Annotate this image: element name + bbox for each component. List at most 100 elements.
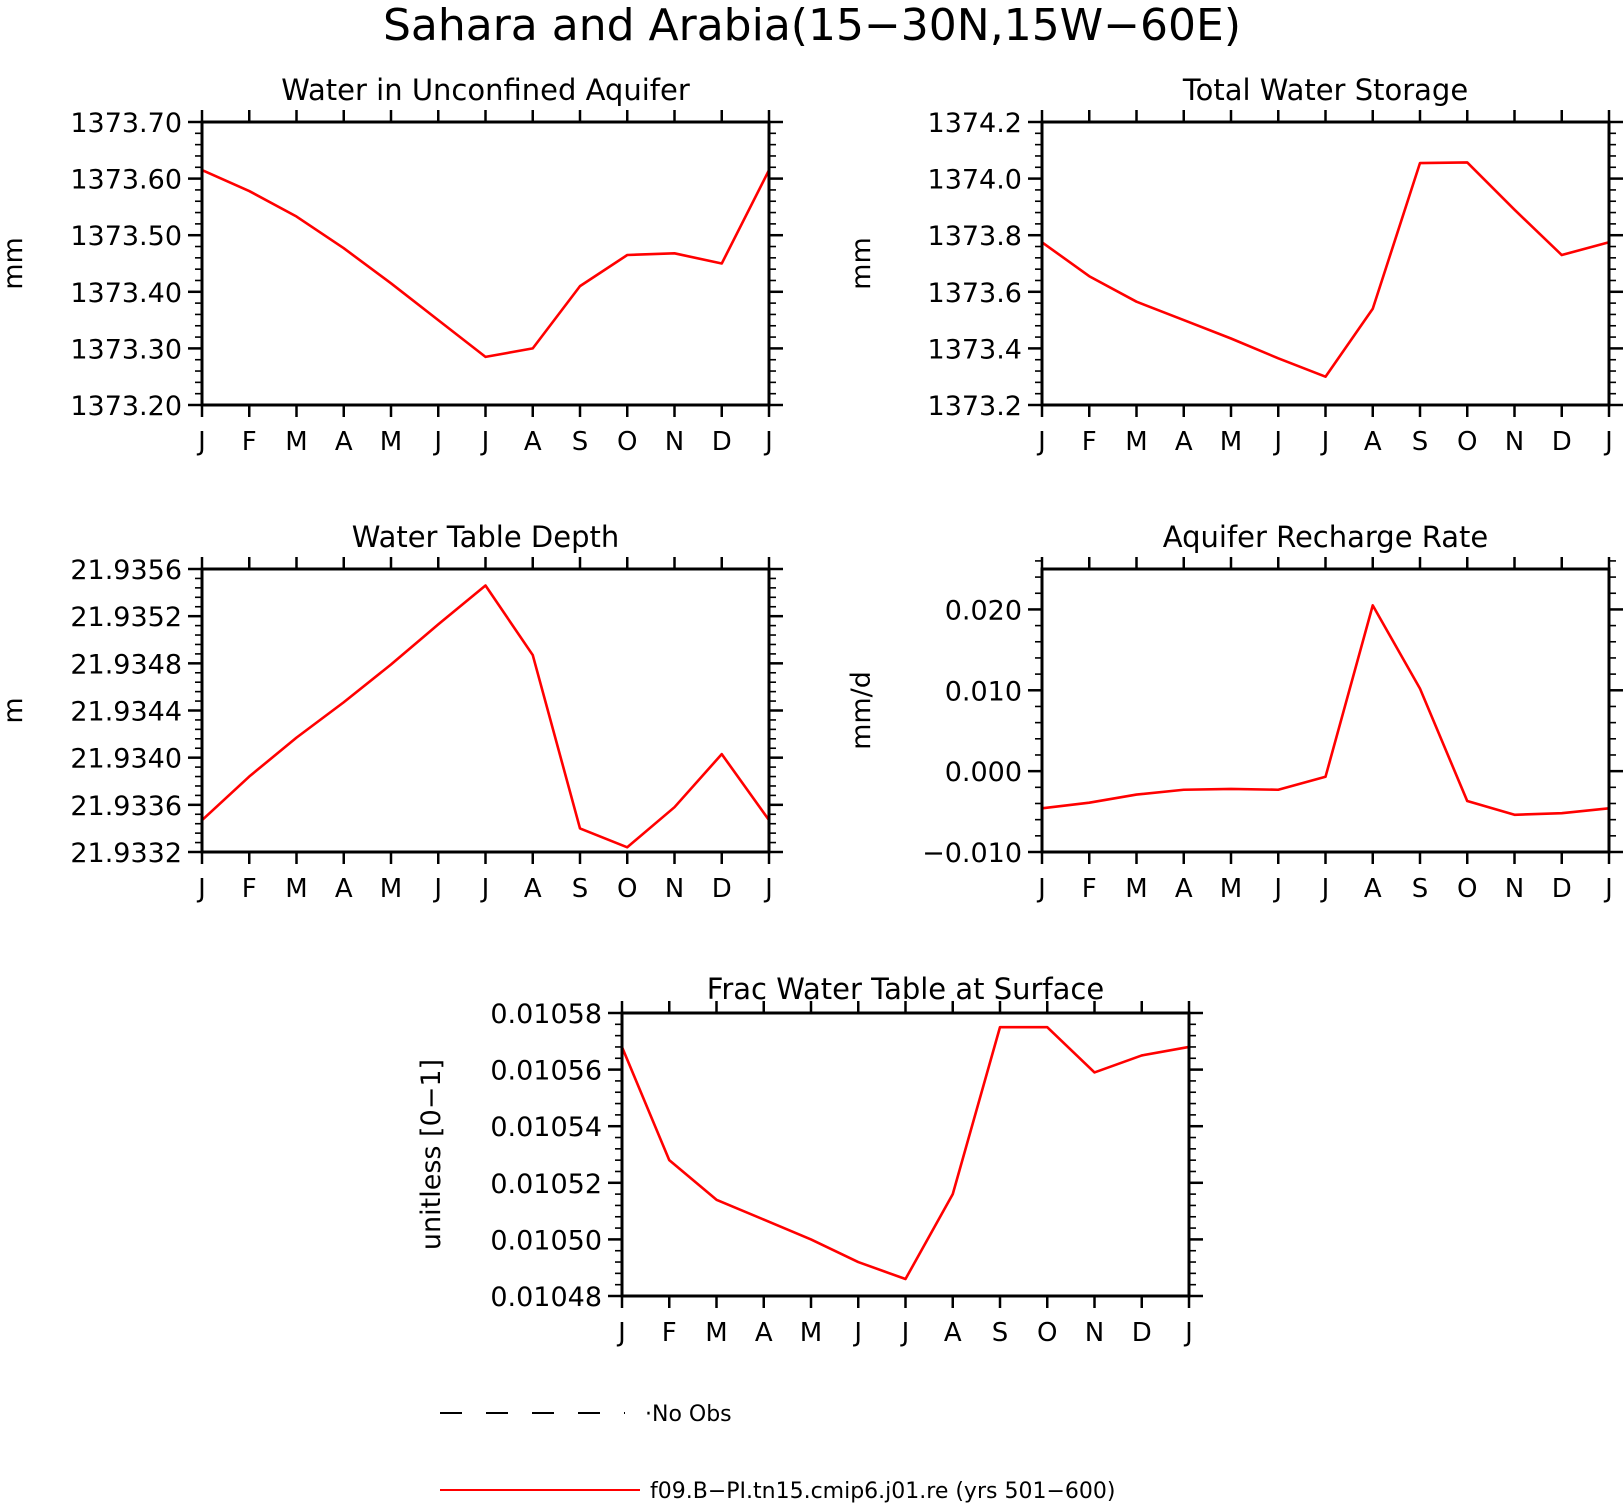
x-tick-label: J bbox=[196, 427, 206, 457]
y-tick-label: 0.01058 bbox=[490, 999, 602, 1030]
legend-obs-label: ·No Obs bbox=[645, 1402, 732, 1427]
x-tick-label: M bbox=[1220, 427, 1242, 457]
x-tick-label: O bbox=[1037, 1318, 1057, 1348]
series-line bbox=[201, 584, 771, 849]
panel-title: Water in Unconfined Aquifer bbox=[281, 73, 690, 107]
panel-title: Frac Water Table at Surface bbox=[707, 972, 1104, 1006]
x-tick-label: F bbox=[1082, 874, 1097, 904]
x-tick-label: J bbox=[1603, 427, 1613, 457]
y-tick-label: 1374.0 bbox=[928, 165, 1022, 196]
y-tick-label: 1373.2 bbox=[928, 391, 1022, 422]
x-tick-label: A bbox=[1175, 427, 1193, 457]
panel-title: Water Table Depth bbox=[352, 520, 620, 554]
y-tick-label: 21.9348 bbox=[70, 649, 182, 680]
y-tick-label: 1374.2 bbox=[928, 108, 1022, 139]
x-tick-label: F bbox=[242, 427, 257, 457]
legend: ·No Obs f09.B−PI.tn15.cmip6.j01.re (yrs … bbox=[440, 1402, 1115, 1503]
x-tick-label: J bbox=[763, 427, 773, 457]
series-line bbox=[620, 1025, 1190, 1281]
x-tick-label: S bbox=[992, 1318, 1009, 1348]
y-tick-label: 1373.20 bbox=[70, 391, 182, 422]
x-tick-label: J bbox=[1183, 1318, 1193, 1348]
x-tick-label: O bbox=[1457, 427, 1477, 457]
x-tick-label: J bbox=[1320, 427, 1330, 457]
y-tick-label: 0.000 bbox=[945, 757, 1022, 788]
x-tick-label: A bbox=[524, 427, 542, 457]
x-tick-label: N bbox=[1505, 874, 1524, 904]
plot-frame bbox=[620, 1011, 1191, 1298]
series-line bbox=[201, 168, 771, 359]
y-tick-label: 1373.4 bbox=[928, 334, 1022, 365]
y-tick-label: 21.9356 bbox=[70, 555, 182, 586]
y-tick-label: 1373.8 bbox=[928, 221, 1022, 252]
x-tick-label: J bbox=[1272, 874, 1282, 904]
x-tick-label: S bbox=[572, 874, 589, 904]
x-tick-label: O bbox=[617, 874, 637, 904]
x-tick-label: J bbox=[1320, 874, 1330, 904]
figure-title: Sahara and Arabia(15−30N,15W−60E) bbox=[383, 0, 1241, 51]
x-tick-label: J bbox=[852, 1318, 862, 1348]
y-tick-label: 1373.40 bbox=[70, 278, 182, 309]
x-tick-label: D bbox=[1132, 1318, 1152, 1348]
y-tick-label: −0.010 bbox=[922, 838, 1022, 869]
x-tick-label: M bbox=[1125, 874, 1147, 904]
y-tick-label: 21.9332 bbox=[70, 838, 182, 869]
y-tick-label: 0.010 bbox=[945, 676, 1022, 707]
y-tick-label: 0.01054 bbox=[490, 1112, 602, 1143]
x-tick-label: D bbox=[1552, 874, 1572, 904]
x-tick-label: M bbox=[1220, 874, 1242, 904]
y-tick-label: 0.01048 bbox=[490, 1282, 602, 1313]
panel-title: Aquifer Recharge Rate bbox=[1163, 520, 1489, 554]
x-tick-label: A bbox=[1364, 427, 1382, 457]
y-tick-label: 21.9336 bbox=[70, 791, 182, 822]
x-tick-label: O bbox=[617, 427, 637, 457]
x-tick-label: D bbox=[712, 874, 732, 904]
x-tick-label: D bbox=[712, 427, 732, 457]
x-tick-label: J bbox=[196, 874, 206, 904]
x-tick-label: A bbox=[1364, 874, 1382, 904]
x-tick-label: N bbox=[665, 874, 684, 904]
x-tick-label: A bbox=[335, 874, 353, 904]
y-tick-label: 0.01050 bbox=[490, 1225, 602, 1256]
x-tick-label: M bbox=[285, 874, 307, 904]
x-tick-label: M bbox=[380, 427, 402, 457]
x-tick-label: N bbox=[665, 427, 684, 457]
plot-frame bbox=[1040, 567, 1611, 854]
y-axis-label: mm/d bbox=[846, 671, 877, 750]
x-tick-label: N bbox=[1505, 427, 1524, 457]
series-line bbox=[1041, 604, 1610, 817]
x-tick-label: J bbox=[1036, 427, 1046, 457]
y-tick-label: 1373.70 bbox=[70, 108, 182, 139]
x-tick-label: F bbox=[662, 1318, 677, 1348]
x-tick-label: A bbox=[335, 427, 353, 457]
y-tick-label: 1373.60 bbox=[70, 165, 182, 196]
panel-5: Frac Water Table at Surface unitless [0−1… bbox=[416, 972, 1203, 1348]
x-tick-label: N bbox=[1085, 1318, 1104, 1348]
plot-frame bbox=[1040, 120, 1611, 407]
y-tick-label: 21.9340 bbox=[70, 744, 182, 775]
y-tick-label: 0.01056 bbox=[490, 1056, 602, 1087]
x-tick-label: J bbox=[616, 1318, 626, 1348]
y-axis-label: unitless [0−1] bbox=[416, 1059, 447, 1250]
x-tick-label: J bbox=[480, 427, 490, 457]
x-tick-label: J bbox=[763, 874, 773, 904]
y-axis-label: mm bbox=[846, 237, 877, 290]
plot-frame bbox=[200, 567, 771, 854]
x-tick-label: S bbox=[572, 427, 589, 457]
plot-frame bbox=[200, 120, 771, 407]
panel-title: Total Water Storage bbox=[1182, 73, 1468, 107]
series-line bbox=[1041, 161, 1610, 378]
x-tick-label: M bbox=[800, 1318, 822, 1348]
y-tick-label: 0.01052 bbox=[490, 1169, 602, 1200]
x-tick-label: F bbox=[242, 874, 257, 904]
x-tick-label: J bbox=[1272, 427, 1282, 457]
x-tick-label: J bbox=[432, 427, 442, 457]
x-tick-label: A bbox=[944, 1318, 962, 1348]
x-tick-label: J bbox=[1603, 874, 1613, 904]
x-tick-label: M bbox=[705, 1318, 727, 1348]
